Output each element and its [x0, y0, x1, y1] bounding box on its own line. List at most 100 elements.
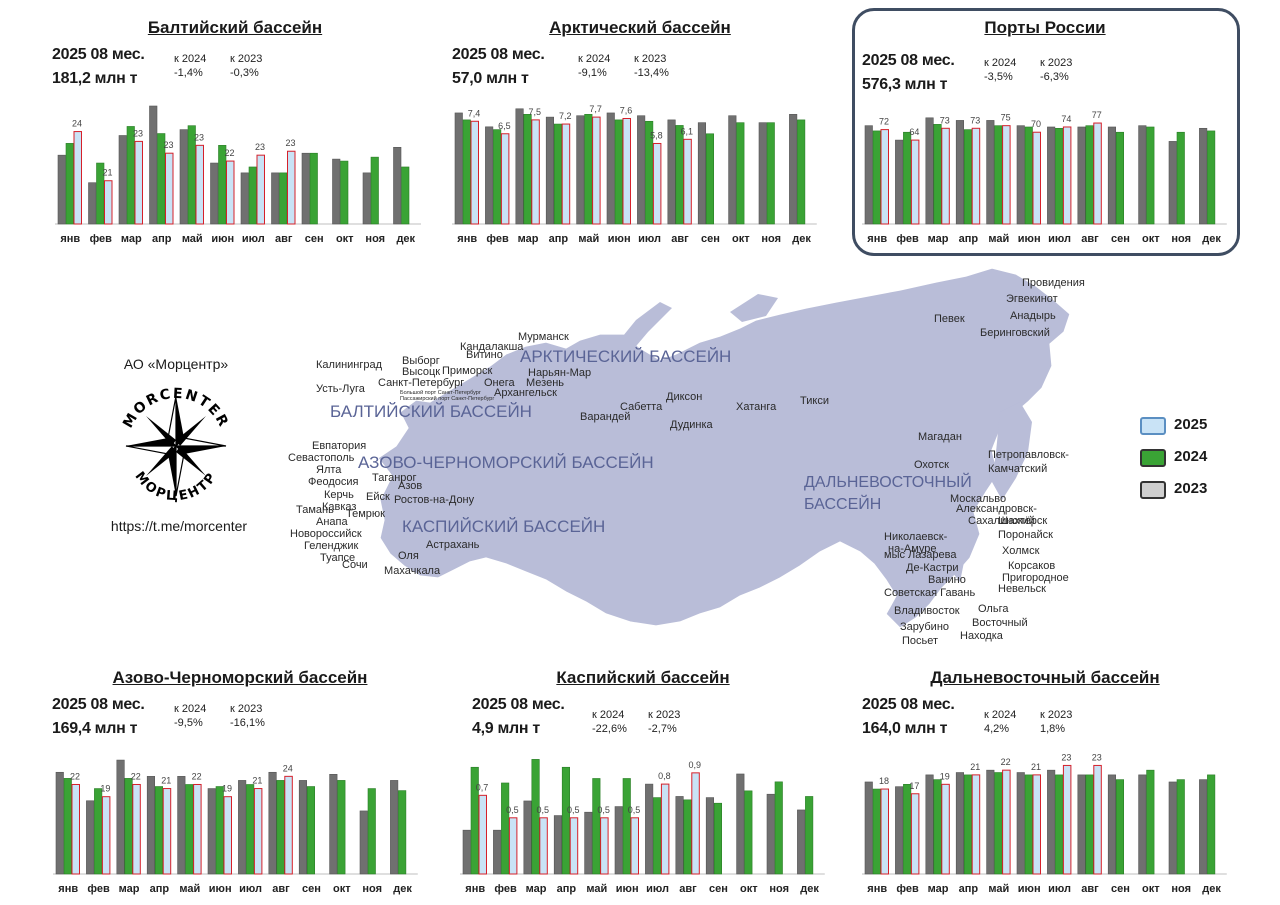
port-label: Диксон — [666, 391, 702, 403]
port-label: Тамань — [296, 504, 334, 516]
bar-2024 — [501, 782, 510, 875]
data-label: 22 — [192, 771, 202, 781]
port-label: Охотск — [914, 459, 949, 471]
port-label: Азов — [398, 480, 422, 492]
bar-2023 — [146, 776, 155, 875]
port-label: Большой порт Санкт-Петербург — [400, 389, 481, 396]
bar-2024 — [675, 125, 684, 225]
bar-2024 — [1146, 769, 1155, 875]
bar-2023 — [298, 780, 307, 875]
bar-2025 — [226, 160, 235, 225]
bar-2023 — [271, 172, 280, 225]
bar-2023 — [576, 115, 585, 225]
russia-map: АРКТИЧЕСКИЙ БАССЕЙН БАЛТИЙСКИЙ БАССЕЙН АЗО… — [288, 267, 1085, 647]
bar-2023 — [1016, 772, 1025, 875]
bar-2023 — [149, 105, 158, 225]
port-label: Москальво — [950, 493, 1006, 505]
port-label: Шахтёрск — [998, 515, 1047, 527]
port-label: Кандалакша — [460, 341, 524, 353]
data-label: 6,5 — [498, 121, 511, 131]
x-tick-label: авг — [679, 883, 697, 895]
x-tick-label: янв — [58, 883, 78, 895]
comparison-label: к 2024 — [984, 709, 1017, 721]
bar-2023 — [359, 810, 368, 875]
bar-2024 — [584, 114, 593, 225]
data-label: 23 — [1061, 752, 1071, 762]
bar-2023 — [390, 780, 399, 875]
bar-2024 — [614, 119, 623, 225]
bar-2025 — [478, 794, 487, 875]
bar-2023 — [210, 162, 219, 225]
bar-2024 — [65, 143, 74, 225]
chart-comparison-2023: к 2023 -2,7% — [648, 708, 680, 736]
chart-panel-caspian: Каспийский бассейн 2025 08 мес. 4,9 млн т к… — [458, 668, 828, 900]
bar-2024 — [1176, 779, 1185, 875]
x-tick-label: ноя — [769, 883, 789, 895]
legend-label-2023: 2023 — [1174, 480, 1208, 497]
data-label: 24 — [283, 763, 293, 773]
x-tick-label: янв — [60, 233, 80, 245]
bar-2023 — [523, 800, 532, 875]
x-tick-label: июл — [1048, 883, 1071, 895]
bar-2025 — [134, 140, 143, 225]
bar-2023 — [675, 796, 684, 875]
port-label: Туапсе — [320, 552, 355, 564]
port-label: Астрахань — [426, 539, 480, 551]
data-label: 7,6 — [620, 105, 633, 115]
port-label: Певек — [934, 313, 965, 325]
data-label: 0,5 — [506, 805, 519, 815]
bar-2024 — [370, 156, 379, 225]
bar-2024 — [1085, 125, 1094, 225]
bar-2023 — [116, 759, 125, 875]
bar-2024 — [493, 129, 502, 225]
basin-label: БАЛТИЙСКИЙ БАССЕЙН — [330, 402, 532, 421]
chart-period: 2025 08 мес. — [52, 696, 145, 713]
chart-panel-arctic: Арктический бассейн 2025 08 мес. 57,0 млн … — [450, 18, 830, 250]
bar-2023 — [766, 793, 775, 875]
bar-2023 — [329, 774, 338, 875]
bar-2023 — [454, 112, 463, 225]
port-label: Приморск — [442, 365, 492, 377]
chart-title: Каспийский бассейн — [556, 668, 730, 687]
bar-2023 — [462, 829, 471, 875]
data-label: 75 — [1001, 113, 1011, 123]
company-url[interactable]: https://t.me/morcenter — [110, 518, 248, 534]
comparison-label: к 2024 — [174, 703, 207, 715]
port-label: Камчатский — [988, 463, 1047, 475]
x-tick-label: авг — [275, 233, 293, 245]
comparison-label: к 2023 — [230, 703, 263, 715]
bar-2023 — [758, 122, 767, 225]
bar-2024 — [367, 788, 376, 875]
port-label: Пассажирский порт Санкт-Петербург — [400, 395, 494, 402]
port-label: Евпатория — [312, 440, 366, 452]
x-tick-label: фев — [90, 233, 113, 245]
data-label: 6,1 — [681, 126, 694, 136]
x-tick-label: мар — [121, 233, 142, 245]
taymyr-islands — [730, 294, 778, 322]
port-label: Холмск — [1002, 545, 1040, 557]
data-label: 0,8 — [658, 771, 671, 781]
bar-2024 — [713, 802, 723, 875]
bar-2023 — [332, 158, 341, 225]
port-label: Мезень — [526, 377, 564, 389]
port-label: Пригородное — [1002, 572, 1069, 584]
bar-2025 — [910, 793, 920, 875]
bar-2024 — [872, 130, 881, 225]
x-tick-label: апр — [150, 883, 170, 895]
bar-2024 — [124, 778, 133, 875]
bar-2025 — [287, 150, 296, 225]
chart-panel-azov: Азово-Черноморский бассейн 2025 08 мес. 16… — [50, 668, 430, 900]
bar-2025 — [531, 119, 540, 225]
x-tick-label: июн — [1018, 233, 1041, 245]
comparison-value: -13,4% — [634, 67, 669, 79]
port-label: Владивосток — [894, 605, 960, 617]
x-tick-label: май — [179, 883, 200, 895]
bar-2025 — [592, 116, 601, 225]
bar-2023 — [864, 781, 873, 875]
basin-label: КАСПИЙСКИЙ БАССЕЙН — [402, 517, 605, 536]
bar-2024 — [340, 160, 349, 225]
bar-2023 — [925, 774, 934, 875]
bar-2023 — [986, 769, 995, 875]
port-label: Посьет — [902, 635, 938, 647]
x-tick-label: авг — [1081, 883, 1099, 895]
